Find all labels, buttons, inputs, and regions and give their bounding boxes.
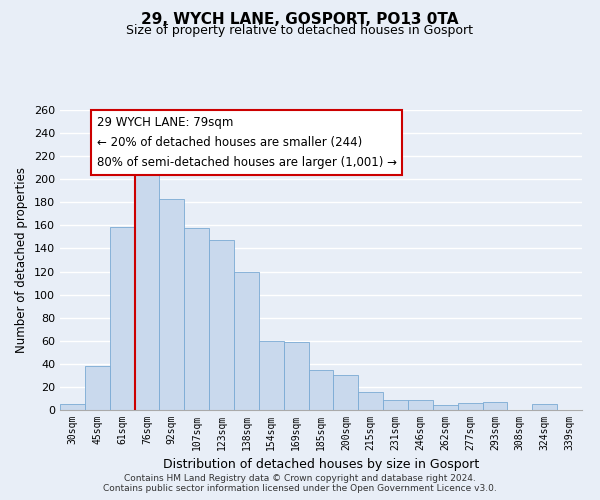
Text: Contains public sector information licensed under the Open Government Licence v3: Contains public sector information licen… bbox=[103, 484, 497, 493]
Bar bbox=[85, 366, 110, 410]
Bar bbox=[134, 154, 160, 410]
Bar bbox=[160, 199, 184, 410]
Text: Size of property relative to detached houses in Gosport: Size of property relative to detached ho… bbox=[127, 24, 473, 37]
Bar bbox=[209, 240, 234, 410]
Bar bbox=[358, 392, 383, 410]
Y-axis label: Number of detached properties: Number of detached properties bbox=[16, 167, 28, 353]
Bar bbox=[234, 272, 259, 410]
Bar bbox=[184, 228, 209, 410]
Bar bbox=[433, 406, 458, 410]
Bar bbox=[458, 403, 482, 410]
Bar bbox=[60, 404, 85, 410]
Bar bbox=[284, 342, 308, 410]
Bar bbox=[482, 402, 508, 410]
Text: Contains HM Land Registry data © Crown copyright and database right 2024.: Contains HM Land Registry data © Crown c… bbox=[124, 474, 476, 483]
Bar bbox=[408, 400, 433, 410]
X-axis label: Distribution of detached houses by size in Gosport: Distribution of detached houses by size … bbox=[163, 458, 479, 471]
Bar bbox=[383, 400, 408, 410]
Bar bbox=[259, 341, 284, 410]
Bar bbox=[110, 226, 134, 410]
Text: 29 WYCH LANE: 79sqm
← 20% of detached houses are smaller (244)
80% of semi-detac: 29 WYCH LANE: 79sqm ← 20% of detached ho… bbox=[97, 116, 397, 169]
Bar bbox=[308, 370, 334, 410]
Bar bbox=[532, 404, 557, 410]
Text: 29, WYCH LANE, GOSPORT, PO13 0TA: 29, WYCH LANE, GOSPORT, PO13 0TA bbox=[141, 12, 459, 28]
Bar bbox=[334, 376, 358, 410]
